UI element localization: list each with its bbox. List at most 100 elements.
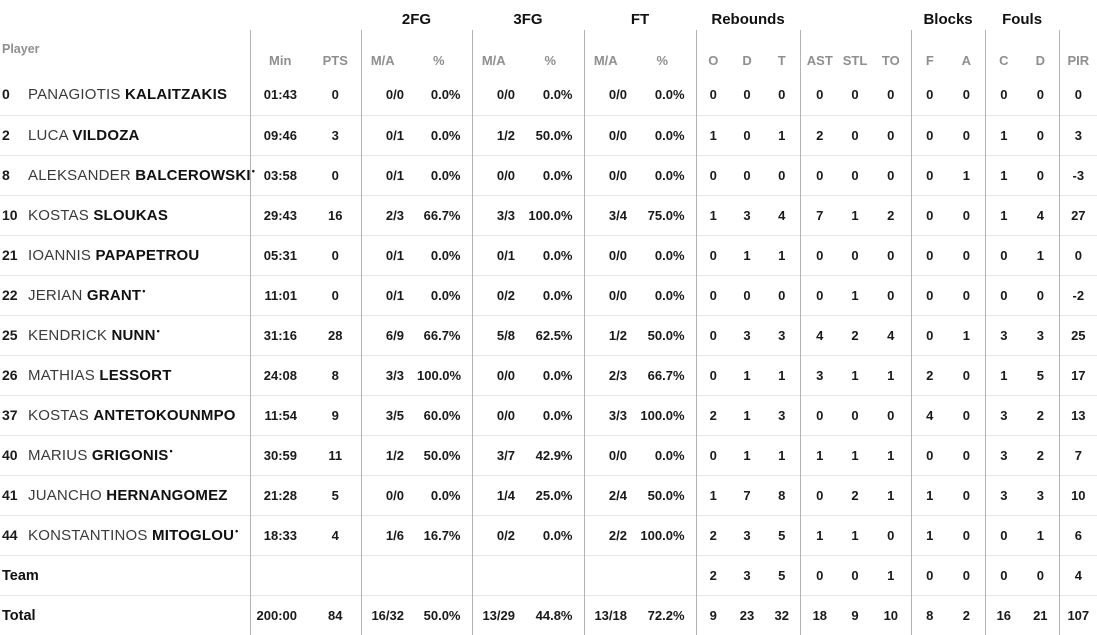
stat-foul-d: 0 (1036, 87, 1044, 103)
stat-reb-d: 1 (743, 407, 751, 423)
stat-blk-a: 0 (962, 207, 970, 223)
group-header-row: 2FG 3FG FT Rebounds Blocks Fouls (0, 0, 1097, 30)
stat-reb-o: 0 (695, 75, 731, 115)
player-cell: 25 KENDRICK NUNN• (0, 315, 250, 355)
row-label: Team (2, 567, 39, 584)
stat-min: 21:28 (249, 475, 310, 515)
stat-foul-d: 5 (1036, 367, 1044, 383)
stat-pts: 5 (331, 487, 339, 503)
stat-fg3-pct: 42.9% (535, 447, 573, 463)
column-header-2fg-ma: M/A (360, 30, 417, 75)
stat-blk-f: 1 (910, 515, 949, 555)
stat-ft-ma: 1/2 (583, 315, 640, 355)
stat-fg3-pct: 0.0% (542, 367, 573, 383)
stat-ft-ma: 3/3 (583, 395, 640, 435)
player-first-name: LUCA (28, 126, 73, 144)
stat-fg3-ma: 13/29 (471, 595, 528, 635)
stat-reb-o: 2 (695, 555, 731, 595)
stat-ft-ma: 0/0 (583, 435, 640, 475)
stat-reb-o: 1 (695, 475, 731, 515)
stat-ft-pct: 72.2% (647, 607, 685, 623)
column-header-stl: STL (842, 53, 868, 68)
group-header-rebounds: Rebounds (711, 10, 785, 28)
column-header-3fg-ma: M/A (471, 30, 528, 75)
player-first-name: JERIAN (28, 287, 87, 304)
player-first-name: KOSTAS (28, 406, 94, 424)
stat-ft-pct: 100.0% (640, 527, 685, 543)
stat-fg3-pct: 25.0% (535, 487, 573, 503)
stat-min: 05:31 (249, 235, 310, 275)
stat-fg3-ma: 1/4 (471, 475, 528, 515)
stat-ft-pct: 0.0% (654, 287, 685, 303)
stat-foul-d: 2 (1036, 407, 1044, 423)
stat-stl: 2 (851, 327, 859, 343)
stat-fg2-ma: 0/1 (360, 235, 417, 275)
stat-pts: 9 (331, 407, 339, 423)
column-header-pts: PTS (322, 53, 348, 68)
stat-pir: 27 (1058, 195, 1097, 235)
stat-blk-a: 2 (962, 607, 970, 623)
stat-reb-t: 1 (778, 447, 786, 463)
stat-foul-c: 1 (984, 115, 1023, 155)
stat-blk-a: 0 (962, 567, 970, 583)
stat-pir: 6 (1058, 515, 1097, 555)
stat-fg3-pct: 0.0% (542, 287, 573, 303)
stat-foul-c: 1 (984, 355, 1023, 395)
stat-foul-d: 0 (1036, 287, 1044, 303)
player-row: 10 KOSTAS SLOUKAS 29:43 16 2/3 66.7% 3/3 100.0%… (0, 195, 1097, 235)
stat-pts: 8 (331, 367, 339, 383)
stat-reb-t: 8 (778, 487, 786, 503)
stat-fg2-pct: 50.0% (423, 447, 461, 463)
starter-mark-icon: • (235, 526, 239, 536)
stat-pir: 0 (1058, 235, 1097, 275)
stat-ft-pct: 50.0% (647, 487, 685, 503)
stat-ast: 0 (799, 75, 840, 115)
stat-pts (310, 555, 361, 595)
stat-blk-f: 2 (910, 355, 949, 395)
stat-pts: 3 (331, 127, 339, 143)
stat-min: 24:08 (249, 355, 310, 395)
stat-stl: 1 (851, 447, 859, 463)
stat-fg3-ma: 1/2 (471, 115, 528, 155)
stat-to: 0 (887, 167, 895, 183)
stat-blk-f: 0 (910, 275, 949, 315)
group-header-spacer (0, 0, 250, 30)
stat-reb-t: 3 (778, 327, 786, 343)
stat-fg3-pct: 44.8% (535, 607, 573, 623)
stat-foul-d: 0 (1036, 127, 1044, 143)
column-header-ft-ma: M/A (583, 30, 640, 75)
stat-fg3-ma: 0/2 (471, 275, 528, 315)
stat-ft-pct: 66.7% (647, 367, 685, 383)
player-cell: 26 MATHIAS LESSORT (0, 355, 250, 395)
stat-reb-t: 0 (778, 287, 786, 303)
group-header-fouls: Fouls (1002, 10, 1043, 28)
stat-reb-t: 5 (778, 527, 786, 543)
stat-pir: 13 (1058, 395, 1097, 435)
stat-reb-d: 0 (743, 287, 751, 303)
stat-min: 11:54 (249, 395, 310, 435)
column-header-to: TO (881, 53, 900, 68)
stat-fg2-pct: 66.7% (423, 327, 461, 343)
stat-reb-o: 1 (695, 115, 731, 155)
stat-blk-a: 1 (962, 167, 970, 183)
player-first-name: KONSTANTINOS (28, 527, 152, 544)
player-first-name: IOANNIS (28, 246, 96, 264)
player-cell: Team (0, 555, 250, 595)
stat-ast: 3 (799, 355, 840, 395)
player-first-name: KENDRICK (28, 327, 112, 344)
stat-pts: 84 (328, 607, 343, 623)
stat-ft-ma (583, 555, 640, 595)
player-first-name: KOSTAS (28, 206, 94, 224)
player-cell: 0 PANAGIOTIS KALAITZAKIS (0, 75, 250, 115)
stat-foul-d: 0 (1036, 167, 1044, 183)
column-header-player: Player (2, 42, 40, 56)
stat-blk-f: 0 (910, 155, 949, 195)
stat-pir: 10 (1058, 475, 1097, 515)
stat-foul-d: 1 (1036, 527, 1044, 543)
stat-min: 18:33 (249, 515, 310, 555)
stat-blk-a: 0 (962, 287, 970, 303)
stat-stl: 0 (851, 407, 859, 423)
stat-foul-d: 2 (1036, 447, 1044, 463)
stat-fg2-pct: 16.7% (423, 527, 461, 543)
player-last-name: BALCEROWSKI (135, 167, 251, 184)
